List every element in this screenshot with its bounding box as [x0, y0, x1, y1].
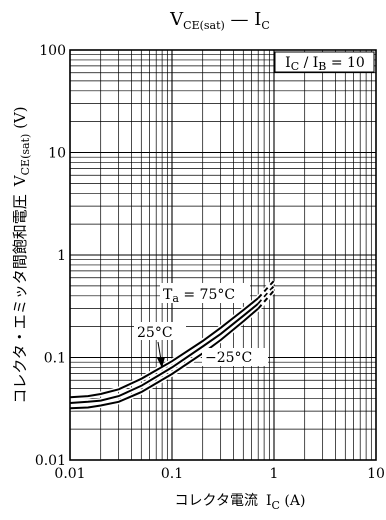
x-tick-label: 1 — [270, 466, 279, 482]
x-axis-label: コレクタ電流 IC (A) — [175, 493, 306, 512]
series-halo — [69, 296, 260, 400]
y-axis-label: コレクタ・エミッタ間飽和電圧VCE(sat) (V) — [11, 106, 32, 403]
y-tick-label: 0.01 — [35, 453, 66, 469]
label-arrowhead-25c — [157, 357, 165, 368]
label-bg-m25 — [202, 348, 268, 366]
label-bg-25 — [134, 322, 186, 340]
series-label-25c: 25°C — [137, 325, 173, 341]
x-tick-label: 0.1 — [161, 466, 183, 482]
x-tick-label: 0.01 — [54, 466, 85, 482]
series-line-ext-1 — [257, 285, 275, 305]
x-tick-label: 10 — [367, 466, 385, 482]
condition-box — [274, 51, 375, 73]
series-lines — [69, 279, 276, 411]
series-label-75c: Ta = 75°C — [163, 287, 235, 305]
y-tick-label: 100 — [39, 43, 66, 59]
grid — [69, 50, 376, 461]
chart-title: VCE(sat) — IC — [169, 9, 270, 32]
label-bg-75 — [160, 283, 250, 303]
y-tick-label: 1 — [57, 248, 66, 264]
series-label-minus25c: −25°C — [205, 350, 252, 366]
series-line-1 — [69, 302, 259, 404]
series-line-ext-2 — [257, 289, 275, 310]
plot-frame — [69, 49, 377, 461]
series-line-0 — [69, 297, 259, 399]
condition-text: IC / IB = 10 — [285, 55, 365, 73]
y-tick-label: 0.1 — [44, 351, 66, 367]
tick-labels: 0.01 0.1 1 10 0.01 0.1 1 10 100 — [35, 43, 385, 482]
series-line-ext-0 — [257, 280, 275, 299]
y-tick-label: 10 — [48, 146, 66, 162]
series-line-2 — [69, 307, 259, 410]
